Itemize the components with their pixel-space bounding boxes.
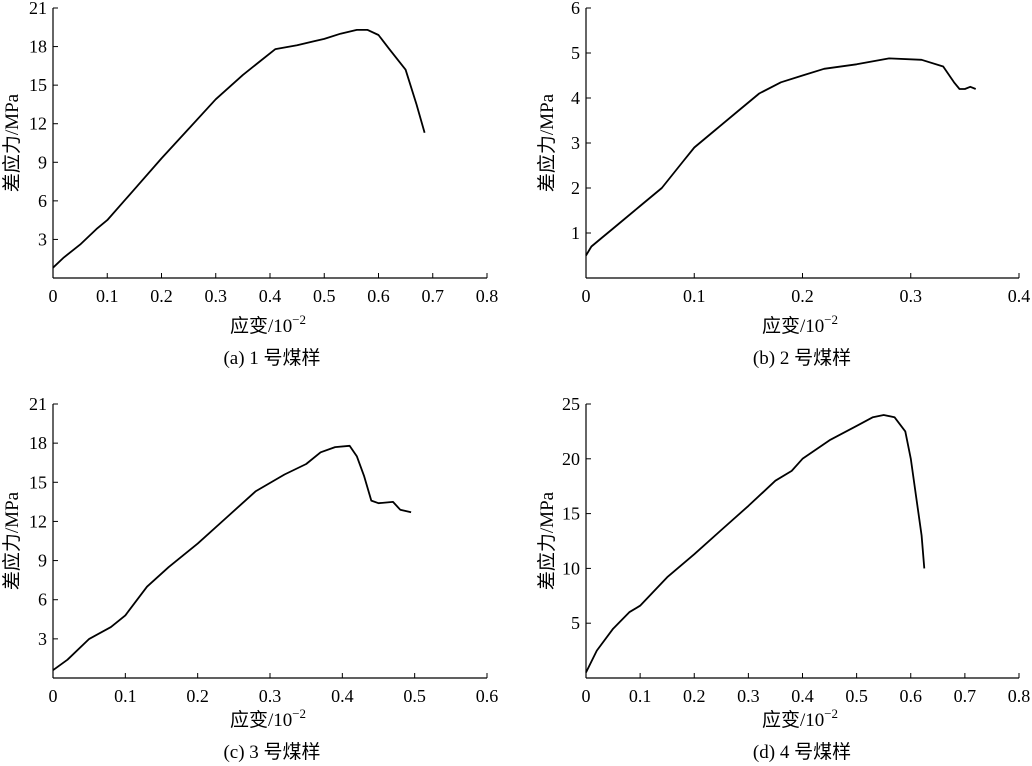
x-tick-label: 0.4 — [1008, 286, 1031, 306]
x-tick-label: 0.5 — [403, 686, 426, 706]
x-tick-label: 0.8 — [476, 286, 499, 306]
x-tick-label: 0 — [582, 686, 591, 706]
y-tick-label: 6 — [38, 590, 47, 610]
x-tick-label: 0.2 — [683, 686, 706, 706]
y-tick-label: 3 — [38, 629, 47, 649]
x-axis-label: 应变/10−2 — [230, 706, 306, 731]
panel-caption: (a) 1 号煤样 — [223, 347, 320, 369]
x-tick-label: 0.6 — [367, 286, 390, 306]
x-tick-label: 0.7 — [422, 286, 445, 306]
x-tick-label: 0.5 — [845, 686, 868, 706]
y-tick-label: 21 — [29, 0, 47, 18]
y-tick-label: 25 — [562, 394, 580, 414]
x-tick-label: 0.1 — [629, 686, 652, 706]
y-tick-label: 4 — [571, 88, 580, 108]
y-tick-label: 5 — [571, 613, 580, 633]
x-tick-label: 0 — [582, 286, 591, 306]
y-tick-label: 6 — [571, 0, 580, 18]
x-tick-label: 0.2 — [186, 686, 209, 706]
x-tick-label: 0.3 — [259, 686, 282, 706]
x-tick-label: 0.7 — [954, 686, 977, 706]
y-axis-label: 差应力/MPa — [1, 93, 23, 192]
y-tick-label: 18 — [29, 37, 47, 57]
x-tick-label: 0.1 — [683, 286, 706, 306]
panel-d: 0 0.1 0.2 0.3 0.4 0.5 0.6 0.7 0.8 5 10 15 20 25 应变/10−… — [536, 394, 1030, 763]
y-tick-label: 15 — [29, 75, 47, 95]
y-axis-label: 差应力/MPa — [536, 93, 558, 192]
series-line — [52, 28, 426, 269]
y-tick-label: 1 — [571, 223, 580, 243]
series-line — [52, 444, 412, 671]
y-tick-label: 5 — [571, 43, 580, 63]
panel-b: 0 0.1 0.2 0.3 0.4 1 2 3 4 5 6 应变/10−2 差应力/MPa (b) 2 号… — [536, 0, 1030, 369]
x-tick-label: 0.6 — [476, 686, 499, 706]
y-tick-label: 10 — [562, 558, 580, 578]
x-tick-label: 0.8 — [1008, 686, 1031, 706]
panel-caption: (d) 4 号煤样 — [753, 741, 851, 763]
x-tick-label: 0.6 — [900, 686, 923, 706]
x-tick-label: 0.4 — [791, 686, 814, 706]
x-tick-label: 0.1 — [114, 686, 137, 706]
x-tick-label: 0.4 — [259, 286, 282, 306]
x-tick-label: 0.3 — [900, 286, 923, 306]
y-tick-label: 15 — [562, 504, 580, 524]
x-tick-label: 0.2 — [150, 286, 173, 306]
panel-c: 0 0.1 0.2 0.3 0.4 0.5 0.6 3 6 9 12 15 18 21 应变/10−2 差应力… — [1, 394, 498, 763]
y-tick-label: 15 — [29, 472, 47, 492]
panel-caption: (b) 2 号煤样 — [753, 347, 851, 369]
x-axis-label: 应变/10−2 — [762, 312, 838, 337]
y-tick-label: 3 — [38, 229, 47, 249]
series-line — [585, 57, 977, 256]
y-tick-label: 3 — [571, 133, 580, 153]
x-tick-label: 0.2 — [791, 286, 814, 306]
panel-a: 0 0.1 0.2 0.3 0.4 0.5 0.6 0.7 0.8 3 6 9 12 15 18 21 应变/1… — [1, 0, 498, 369]
y-tick-label: 9 — [38, 551, 47, 571]
y-tick-label: 18 — [29, 433, 47, 453]
panel-caption: (c) 3 号煤样 — [223, 741, 320, 763]
x-tick-label: 0.1 — [96, 286, 119, 306]
y-tick-label: 12 — [29, 511, 47, 531]
y-tick-label: 12 — [29, 114, 47, 134]
y-tick-label: 21 — [29, 394, 47, 414]
y-axis-label: 差应力/MPa — [536, 491, 558, 590]
x-tick-label: 0.3 — [737, 686, 760, 706]
x-tick-label: 0 — [49, 686, 58, 706]
x-tick-label: 0 — [49, 286, 58, 306]
y-tick-label: 2 — [571, 178, 580, 198]
y-tick-label: 9 — [38, 152, 47, 172]
x-tick-label: 0.3 — [205, 286, 228, 306]
y-tick-label: 20 — [562, 449, 580, 469]
y-axis-label: 差应力/MPa — [1, 491, 23, 590]
x-tick-label: 0.5 — [313, 286, 336, 306]
x-axis-label: 应变/10−2 — [762, 706, 838, 731]
series-line — [585, 414, 926, 673]
y-tick-label: 6 — [38, 191, 47, 211]
x-axis-label: 应变/10−2 — [230, 312, 306, 337]
x-tick-label: 0.4 — [331, 686, 354, 706]
